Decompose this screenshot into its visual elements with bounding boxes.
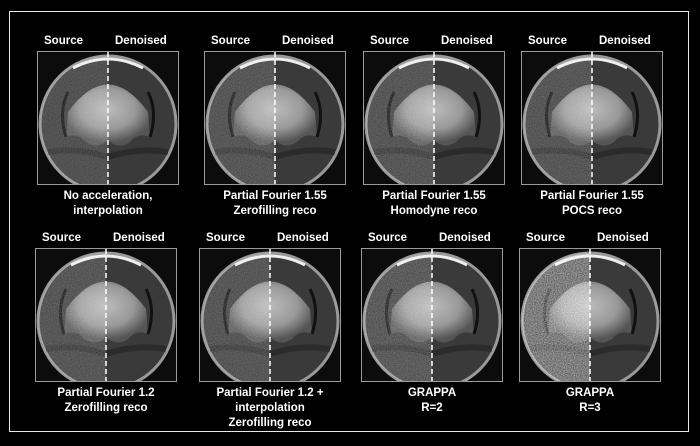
caption-line: POCS reco: [561, 205, 623, 217]
caption-line: interpolation: [235, 402, 305, 414]
caption-line: R=3: [579, 402, 601, 414]
caption-line: GRAPPA: [407, 387, 457, 399]
caption-line: Partial Fourier 1.55: [223, 190, 327, 202]
caption-line: Zerofilling reco: [228, 417, 312, 429]
panel-caption: Partial Fourier 1.2 + interpolation Zerofi…: [169, 386, 371, 431]
caption-line: Zerofilling reco: [64, 402, 148, 414]
mri-brain-image: [37, 51, 179, 185]
panel-caption: Partial Fourier 1.2 Zerofilling reco: [5, 386, 207, 416]
caption-line: Partial Fourier 1.55: [540, 190, 644, 202]
denoised-label: Denoised: [277, 232, 329, 244]
caption-line: GRAPPA: [565, 387, 615, 399]
source-label: Source: [42, 232, 81, 244]
mri-brain-image: [204, 51, 346, 185]
source-label: Source: [206, 232, 245, 244]
panel-caption: Partial Fourier 1.55 Homodyne reco: [333, 189, 535, 219]
panel-caption: Partial Fourier 1.55 Zerofilling reco: [174, 189, 376, 219]
caption-line: interpolation: [73, 205, 143, 217]
figure-frame: [9, 11, 689, 432]
caption-line: Partial Fourier 1.55: [382, 190, 486, 202]
source-label: Source: [370, 35, 409, 47]
caption-line: No acceleration,: [63, 190, 153, 202]
panel-caption: GRAPPA R=3: [489, 386, 691, 416]
source-label: Source: [368, 232, 407, 244]
denoised-label: Denoised: [599, 35, 651, 47]
mri-brain-image: [363, 51, 505, 185]
source-label: Source: [211, 35, 250, 47]
denoised-label: Denoised: [597, 232, 649, 244]
denoised-label: Denoised: [115, 35, 167, 47]
panel-caption: No acceleration, interpolation: [7, 189, 209, 219]
mri-brain-image: [361, 248, 503, 382]
denoised-label: Denoised: [113, 232, 165, 244]
caption-line: Zerofilling reco: [233, 205, 317, 217]
caption-line: Homodyne reco: [390, 205, 478, 217]
source-label: Source: [44, 35, 83, 47]
caption-line: Partial Fourier 1.2 +: [216, 387, 324, 399]
denoised-label: Denoised: [441, 35, 493, 47]
mri-brain-image: [35, 248, 177, 382]
mri-brain-image: [199, 248, 341, 382]
denoised-label: Denoised: [439, 232, 491, 244]
source-label: Source: [526, 232, 565, 244]
caption-line: Partial Fourier 1.2: [57, 387, 155, 399]
mri-brain-image: [519, 248, 661, 382]
panel-caption: GRAPPA R=2: [331, 386, 533, 416]
panel-caption: Partial Fourier 1.55 POCS reco: [491, 189, 693, 219]
caption-line: R=2: [421, 402, 443, 414]
denoised-label: Denoised: [282, 35, 334, 47]
source-label: Source: [528, 35, 567, 47]
mri-brain-image: [521, 51, 663, 185]
